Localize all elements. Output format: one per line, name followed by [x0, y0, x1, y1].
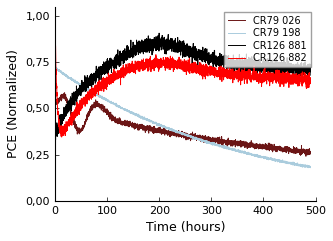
CR126 881	[157, 32, 161, 35]
CR126 882	[162, 62, 166, 65]
CR126 882	[308, 81, 312, 84]
CR126 882	[60, 136, 64, 139]
CR126 881	[151, 40, 155, 43]
CR126 881	[162, 38, 166, 41]
CR79 026	[63, 91, 67, 94]
CR79 026	[151, 131, 155, 134]
CR126 881	[308, 66, 312, 68]
Line: CR79 198: CR79 198	[55, 66, 310, 168]
CR79 026	[308, 151, 312, 154]
CR126 881	[82, 85, 86, 87]
CR79 026	[162, 131, 166, 134]
CR126 882	[303, 76, 307, 79]
CR79 198	[53, 67, 57, 69]
Line: CR126 881: CR126 881	[55, 33, 310, 140]
CR79 198	[276, 159, 280, 162]
CR126 882	[82, 98, 86, 101]
CR79 026	[276, 147, 280, 149]
CR79 026	[303, 151, 307, 154]
CR79 026	[82, 125, 86, 127]
Y-axis label: PCE (Normalized): PCE (Normalized)	[7, 49, 20, 158]
CR126 881	[303, 62, 307, 65]
CR126 881	[276, 64, 280, 67]
CR79 198	[303, 164, 307, 167]
CR126 882	[97, 79, 101, 82]
CR79 198	[151, 120, 155, 123]
CR126 881	[53, 138, 57, 141]
Legend: CR79 026, CR79 198, CR126 881, CR126 882: CR79 026, CR79 198, CR126 881, CR126 882	[224, 12, 311, 67]
CR79 026	[304, 155, 308, 158]
CR79 026	[97, 103, 101, 106]
CR126 882	[151, 65, 155, 67]
CR79 198	[162, 126, 166, 129]
CR126 881	[97, 72, 101, 75]
CR126 882	[53, 12, 57, 15]
Line: CR79 026: CR79 026	[55, 93, 310, 156]
CR79 198	[97, 96, 101, 99]
CR79 198	[308, 166, 312, 169]
CR79 198	[82, 85, 86, 88]
Line: CR126 882: CR126 882	[55, 14, 310, 137]
CR79 026	[53, 100, 57, 103]
CR126 882	[276, 76, 280, 79]
CR79 198	[53, 65, 57, 67]
CR79 198	[306, 166, 310, 169]
X-axis label: Time (hours): Time (hours)	[146, 221, 225, 234]
